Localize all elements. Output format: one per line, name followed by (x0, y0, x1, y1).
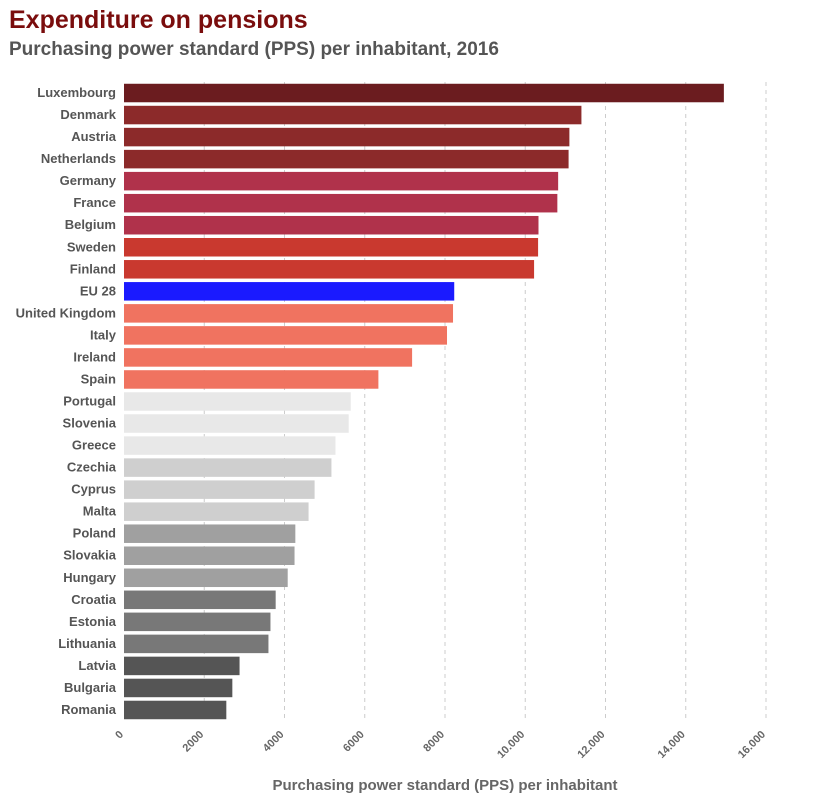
bar (124, 458, 332, 477)
bars (124, 83, 724, 720)
bar (124, 612, 271, 632)
category-label: Malta (83, 504, 117, 519)
bar (124, 348, 413, 367)
category-labels: Luxembourg Denmark Austria Netherlands Germa… (16, 85, 117, 717)
category-label: Italy (90, 327, 117, 342)
bar (124, 370, 379, 389)
category-label: Portugal (63, 394, 116, 409)
bar (124, 678, 233, 698)
tick-label: 6000 (341, 729, 367, 755)
category-label: Sweden (67, 239, 116, 254)
tick-label: 14.000 (656, 729, 688, 761)
tick-label: 8000 (421, 729, 447, 755)
bar (124, 304, 454, 323)
category-label: Lithuania (58, 636, 117, 651)
category-label: United Kingdom (16, 305, 116, 320)
category-label: Belgium (65, 217, 116, 232)
category-label: Finland (70, 261, 116, 276)
bar (124, 83, 724, 103)
tick-label: 12.000 (575, 729, 607, 761)
bar (124, 127, 570, 147)
category-label: Croatia (71, 592, 117, 607)
category-label: Latvia (78, 658, 116, 673)
bar (124, 238, 539, 257)
category-label: Estonia (69, 614, 117, 629)
category-label: Austria (71, 129, 117, 144)
bar (124, 700, 227, 720)
bar (124, 282, 455, 301)
tick-label: 4000 (261, 729, 287, 755)
category-label: EU 28 (80, 283, 116, 298)
tick-label: 16.000 (736, 729, 768, 761)
bar (124, 590, 276, 610)
category-label: Greece (72, 438, 116, 453)
category-label: France (73, 195, 116, 210)
bar (124, 634, 269, 654)
bar (124, 171, 559, 191)
bar (124, 502, 309, 521)
category-label: Romania (61, 702, 117, 717)
tick-label: 0 (113, 729, 126, 742)
bar (124, 260, 535, 279)
bar (124, 193, 558, 213)
category-label: Germany (60, 173, 117, 188)
category-label: Cyprus (71, 482, 116, 497)
bar (124, 149, 569, 169)
bar (124, 414, 349, 433)
bar (124, 392, 351, 411)
x-axis-label: Purchasing power standard (PPS) per inha… (272, 777, 617, 794)
bar (124, 524, 296, 543)
category-label: Poland (73, 526, 116, 541)
bar (124, 568, 288, 588)
category-label: Czechia (67, 460, 117, 475)
category-label: Slovenia (63, 416, 117, 431)
category-label: Bulgaria (64, 680, 117, 695)
bar (124, 436, 336, 455)
category-label: Netherlands (41, 151, 116, 166)
bar (124, 480, 315, 499)
category-label: Hungary (63, 570, 117, 585)
bar (124, 546, 295, 565)
category-label: Denmark (60, 107, 116, 122)
tick-label: 10.000 (495, 729, 527, 761)
bar (124, 215, 539, 235)
bar (124, 105, 582, 125)
x-axis-ticks: 0 2000 4000 6000 8000 10.000 12.000 14.000 16.00… (113, 729, 768, 761)
bar (124, 656, 240, 676)
category-label: Luxembourg (37, 85, 116, 100)
category-label: Slovakia (63, 548, 117, 563)
category-label: Spain (81, 371, 116, 386)
chart-title: Expenditure on pensions (9, 6, 308, 34)
chart-subtitle: Purchasing power standard (PPS) per inha… (9, 39, 499, 60)
tick-label: 2000 (181, 729, 207, 755)
category-label: Ireland (73, 349, 116, 364)
bar (124, 326, 448, 345)
